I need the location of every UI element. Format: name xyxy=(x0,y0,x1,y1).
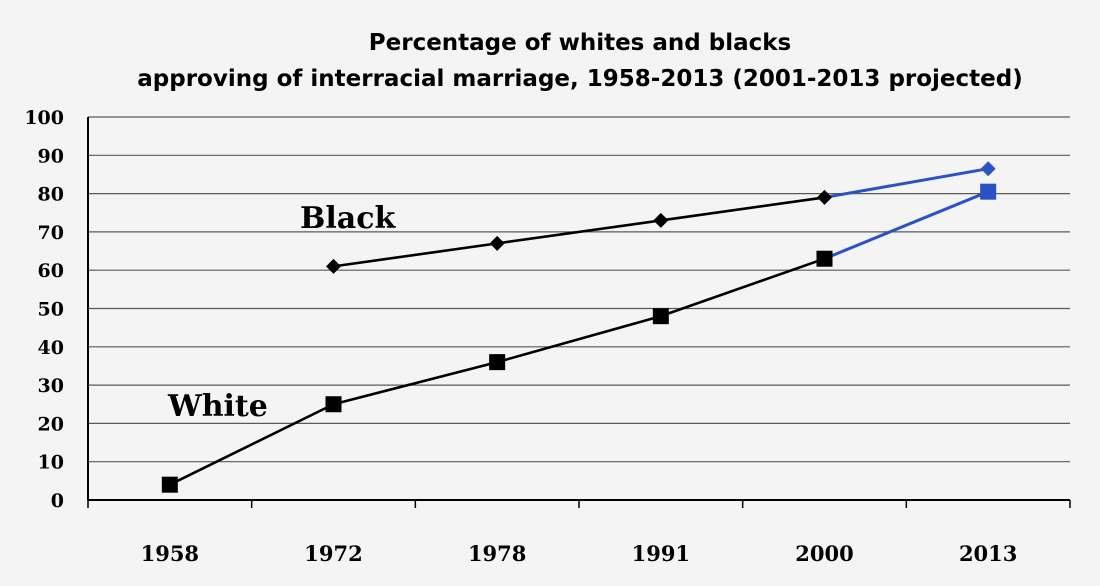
point-white-2000 xyxy=(816,250,833,267)
point-black-1991 xyxy=(653,212,669,228)
point-black-1978 xyxy=(489,235,505,251)
y-tick-label: 50 xyxy=(38,299,64,321)
y-tick-label: 60 xyxy=(38,260,64,282)
series-lines xyxy=(168,167,990,486)
y-tick-label: 90 xyxy=(38,145,64,167)
chart-subtitle: approving of interracial marriage, 1958-… xyxy=(137,66,1023,92)
series-line-white-projected xyxy=(823,190,990,261)
point-white-1958 xyxy=(161,476,178,493)
y-tick-label: 20 xyxy=(38,413,64,435)
y-tick-label: 40 xyxy=(38,337,64,359)
series-markers xyxy=(161,161,997,493)
series-label-white: White xyxy=(167,389,268,424)
axes: 0 10 20 30 40 50 60 70 80 90 100 1958 1972 1978 1991 20… xyxy=(24,107,1071,566)
point-black-2013 xyxy=(980,161,996,177)
point-white-1972 xyxy=(325,396,342,413)
y-tick-label: 70 xyxy=(38,222,64,244)
y-tick-label: 30 xyxy=(38,375,64,397)
x-tick-label: 2013 xyxy=(959,541,1017,566)
x-tick-label: 1972 xyxy=(304,541,362,566)
series-line-black xyxy=(495,219,663,245)
x-tick-label: 1958 xyxy=(141,541,199,566)
point-black-1972 xyxy=(326,258,341,274)
point-white-1991 xyxy=(652,308,669,325)
point-white-1978 xyxy=(489,354,506,371)
y-tick-label: 100 xyxy=(24,107,64,129)
y-tick-label: 10 xyxy=(38,452,64,474)
series-line-white xyxy=(659,257,826,318)
x-tick-label: 1978 xyxy=(468,541,526,566)
point-black-2000 xyxy=(817,189,832,205)
x-tick-label: 2000 xyxy=(795,541,853,566)
y-tick-label: 0 xyxy=(51,490,64,512)
series-line-black xyxy=(659,196,826,222)
series-label-black: Black xyxy=(300,201,396,236)
y-tick-label: 80 xyxy=(38,184,64,206)
x-tick-label: 1991 xyxy=(632,541,690,566)
series-line-white xyxy=(332,360,499,406)
series-line-white xyxy=(168,402,335,486)
series-line-black-projected xyxy=(823,167,990,199)
series-line-black xyxy=(332,242,499,268)
chart-title: Percentage of whites and blacks xyxy=(368,30,792,56)
point-white-2013 xyxy=(980,183,997,200)
series-line-white xyxy=(495,314,663,364)
labels: Black White xyxy=(167,201,396,424)
